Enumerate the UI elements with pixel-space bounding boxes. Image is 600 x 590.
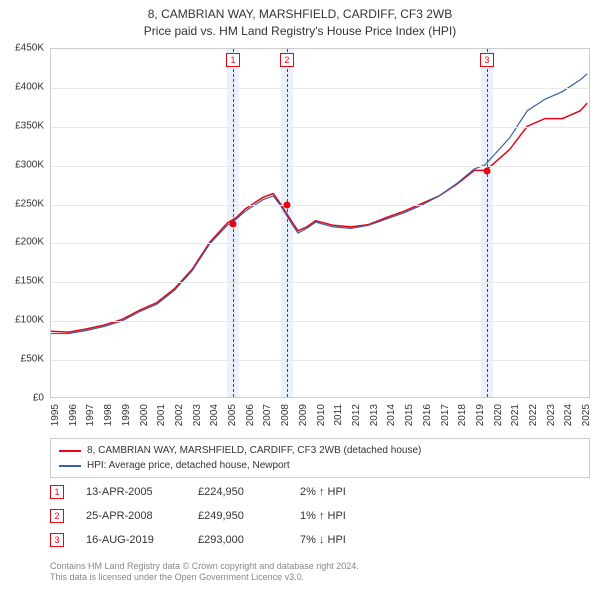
y-tick-label: £200K — [15, 237, 44, 248]
y-tick-label: £150K — [15, 276, 44, 287]
sale-date: 13-APR-2005 — [86, 486, 176, 498]
x-tick-label: 1998 — [103, 404, 114, 426]
x-tick-label: 2024 — [563, 404, 574, 426]
chart-title: 8, CAMBRIAN WAY, MARSHFIELD, CARDIFF, CF… — [0, 0, 600, 40]
footer-line-1: Contains HM Land Registry data © Crown c… — [50, 561, 359, 573]
x-tick-label: 1995 — [50, 404, 61, 426]
footer-line-2: This data is licensed under the Open Gov… — [50, 572, 359, 584]
sale-price: £249,950 — [198, 510, 278, 522]
sale-row-marker: 3 — [50, 533, 64, 547]
gridline — [51, 127, 589, 128]
sale-diff: 7% ↓ HPI — [300, 534, 400, 546]
sale-row-marker: 1 — [50, 485, 64, 499]
legend-label: HPI: Average price, detached house, Newp… — [87, 458, 290, 473]
sale-row: 2 25-APR-2008 £249,950 1% ↑ HPI — [50, 504, 590, 528]
y-tick-label: £300K — [15, 159, 44, 170]
sale-row-marker: 2 — [50, 509, 64, 523]
series-price_paid — [51, 103, 587, 332]
title-line-1: 8, CAMBRIAN WAY, MARSHFIELD, CARDIFF, CF… — [0, 6, 600, 23]
y-tick-label: £350K — [15, 120, 44, 131]
x-tick-label: 2015 — [404, 404, 415, 426]
footer-attribution: Contains HM Land Registry data © Crown c… — [50, 561, 359, 584]
y-tick-label: £450K — [15, 43, 44, 54]
sale-point-dot — [283, 201, 290, 208]
x-tick-label: 2000 — [139, 404, 150, 426]
title-line-2: Price paid vs. HM Land Registry's House … — [0, 23, 600, 40]
x-tick-label: 2010 — [316, 404, 327, 426]
gridline — [51, 205, 589, 206]
x-tick-label: 2020 — [493, 404, 504, 426]
legend-row: HPI: Average price, detached house, Newp… — [59, 458, 581, 473]
sale-marker-on-chart: 3 — [480, 53, 494, 67]
x-tick-label: 2002 — [174, 404, 185, 426]
x-tick-label: 2018 — [457, 404, 468, 426]
y-tick-label: £400K — [15, 81, 44, 92]
x-tick-label: 2001 — [156, 404, 167, 426]
x-tick-label: 2022 — [528, 404, 539, 426]
plot-area: 1 2 3 — [50, 48, 590, 398]
sale-date: 25-APR-2008 — [86, 510, 176, 522]
legend: 8, CAMBRIAN WAY, MARSHFIELD, CARDIFF, CF… — [50, 438, 590, 478]
gridline — [51, 360, 589, 361]
x-tick-label: 2019 — [475, 404, 486, 426]
x-tick-label: 1996 — [68, 404, 79, 426]
x-axis-labels: 1995 1996 1997 1998 1999 2000 2001 2002 2003 2004… — [50, 400, 590, 440]
x-tick-label: 2007 — [262, 404, 273, 426]
y-tick-label: £100K — [15, 315, 44, 326]
x-tick-label: 2004 — [209, 404, 220, 426]
gridline — [51, 282, 589, 283]
sale-price: £293,000 — [198, 534, 278, 546]
gridline — [51, 166, 589, 167]
sales-table: 1 13-APR-2005 £224,950 2% ↑ HPI 2 25-APR-2008… — [50, 480, 590, 552]
x-tick-label: 2017 — [440, 404, 451, 426]
sale-point-dot — [230, 221, 237, 228]
sale-point-dot — [483, 168, 490, 175]
x-tick-label: 2009 — [298, 404, 309, 426]
x-tick-label: 2016 — [422, 404, 433, 426]
y-tick-label: £0 — [33, 393, 44, 404]
x-tick-label: 2008 — [280, 404, 291, 426]
x-tick-label: 2021 — [510, 404, 521, 426]
x-tick-label: 2025 — [581, 404, 592, 426]
sale-vline — [487, 49, 488, 397]
y-tick-label: £250K — [15, 198, 44, 209]
gridline — [51, 88, 589, 89]
sale-diff: 2% ↑ HPI — [300, 486, 400, 498]
x-tick-label: 2014 — [386, 404, 397, 426]
sale-vline — [287, 49, 288, 397]
x-tick-label: 2003 — [192, 404, 203, 426]
sale-marker-on-chart: 1 — [226, 53, 240, 67]
sale-diff: 1% ↑ HPI — [300, 510, 400, 522]
x-tick-label: 2005 — [227, 404, 238, 426]
x-tick-label: 2013 — [369, 404, 380, 426]
line-series-svg — [51, 49, 589, 397]
legend-swatch — [59, 465, 81, 467]
sale-price: £224,950 — [198, 486, 278, 498]
x-tick-label: 2011 — [333, 404, 344, 426]
legend-label: 8, CAMBRIAN WAY, MARSHFIELD, CARDIFF, CF… — [87, 443, 421, 458]
x-tick-label: 2023 — [546, 404, 557, 426]
x-tick-label: 1999 — [121, 404, 132, 426]
x-tick-label: 2006 — [245, 404, 256, 426]
y-axis-labels: £0£50K£100K£150K£200K£250K£300K£350K£400… — [0, 48, 48, 398]
legend-swatch — [59, 450, 81, 452]
gridline — [51, 321, 589, 322]
x-tick-label: 1997 — [85, 404, 96, 426]
sale-marker-on-chart: 2 — [280, 53, 294, 67]
x-tick-label: 2012 — [351, 404, 362, 426]
chart-container: { "title": { "line1": "8, CAMBRIAN WAY, … — [0, 0, 600, 590]
gridline — [51, 243, 589, 244]
legend-row: 8, CAMBRIAN WAY, MARSHFIELD, CARDIFF, CF… — [59, 443, 581, 458]
sale-row: 1 13-APR-2005 £224,950 2% ↑ HPI — [50, 480, 590, 504]
sale-date: 16-AUG-2019 — [86, 534, 176, 546]
sale-row: 3 16-AUG-2019 £293,000 7% ↓ HPI — [50, 528, 590, 552]
y-tick-label: £50K — [21, 354, 44, 365]
